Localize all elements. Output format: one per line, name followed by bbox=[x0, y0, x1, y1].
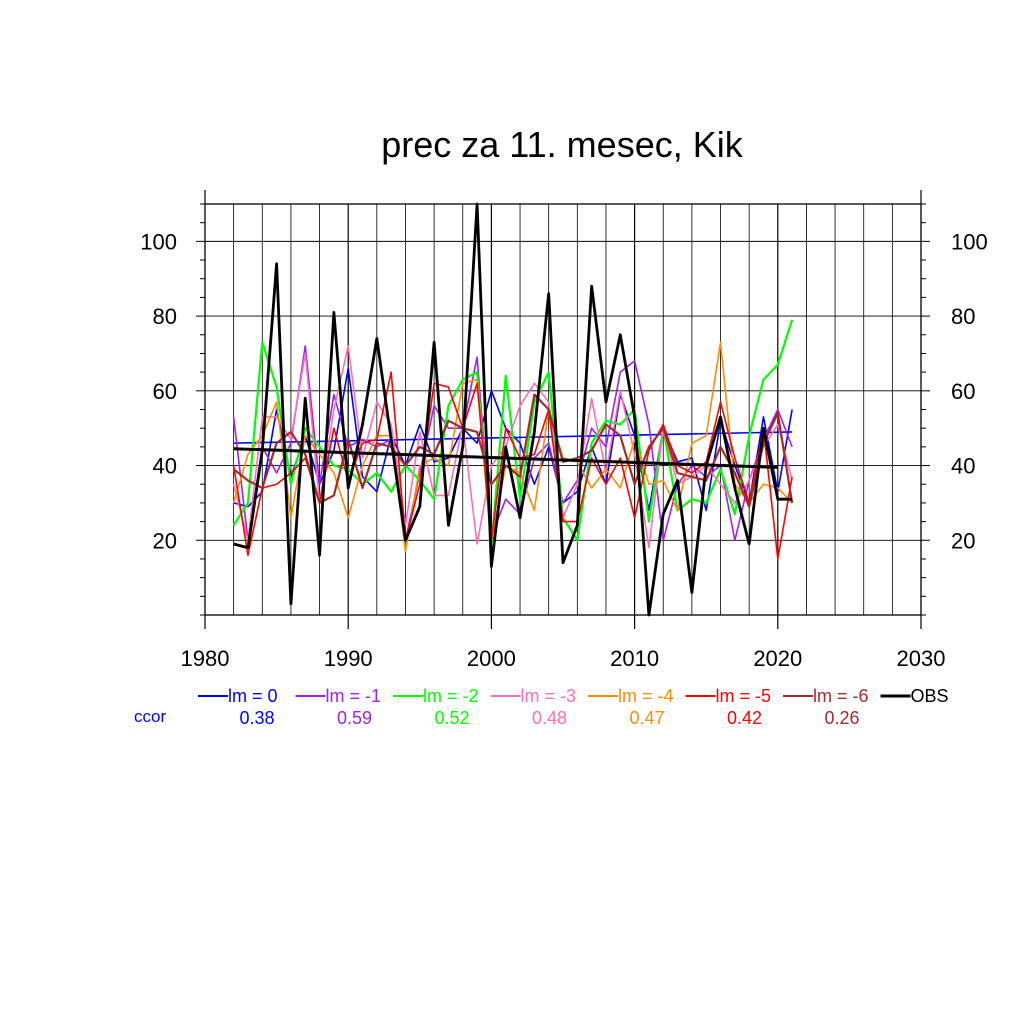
y-tick-label-right: 20 bbox=[951, 528, 975, 553]
trend-line-obs bbox=[233, 447, 778, 469]
legend-ccor-value: 0.26 bbox=[824, 708, 859, 728]
y-tick-label-right: 100 bbox=[951, 229, 988, 254]
legend-label: lm = -4 bbox=[618, 686, 674, 706]
x-tick-label: 1980 bbox=[181, 646, 230, 671]
legend-label: lm = 0 bbox=[228, 686, 278, 706]
x-tick-label: 2020 bbox=[753, 646, 802, 671]
legend-ccor-value: 0.52 bbox=[434, 708, 469, 728]
legend-label: lm = -1 bbox=[326, 686, 382, 706]
x-tick-label: 2030 bbox=[897, 646, 946, 671]
legend-ccor-value: 0.59 bbox=[337, 708, 372, 728]
legend-label: lm = -3 bbox=[521, 686, 577, 706]
y-tick-label-left: 80 bbox=[153, 304, 177, 329]
legend-ccor-value: 0.47 bbox=[629, 708, 664, 728]
legend-ccor-value: 0.38 bbox=[239, 708, 274, 728]
x-tick-label: 2000 bbox=[467, 646, 516, 671]
legend-label: lm = -5 bbox=[716, 686, 772, 706]
series-group bbox=[232, 202, 794, 617]
y-tick-label-right: 60 bbox=[951, 379, 975, 404]
x-tick-label: 1990 bbox=[324, 646, 373, 671]
legend-ccor-value: 0.42 bbox=[727, 708, 762, 728]
legend: ccor lm = 00.38 lm = -10.59 lm = -20.52 lm … bbox=[134, 686, 949, 728]
x-tick-label: 2010 bbox=[610, 646, 659, 671]
legend-label: OBS bbox=[911, 686, 949, 706]
ccor-label: ccor bbox=[134, 707, 166, 726]
legend-label: lm = -6 bbox=[813, 686, 869, 706]
y-tick-label-left: 100 bbox=[140, 229, 177, 254]
y-tick-label-left: 60 bbox=[153, 379, 177, 404]
y-tick-label-right: 40 bbox=[951, 454, 975, 479]
y-tick-label-left: 40 bbox=[153, 454, 177, 479]
series-line-lm5 bbox=[232, 371, 793, 560]
series-line-lm6 bbox=[232, 393, 794, 508]
y-tick-label-left: 20 bbox=[153, 528, 177, 553]
series-line-obs bbox=[233, 202, 793, 617]
legend-ccor-value: 0.48 bbox=[532, 708, 567, 728]
legend-label: lm = -2 bbox=[423, 686, 479, 706]
y-tick-label-right: 80 bbox=[951, 304, 975, 329]
chart-title: prec za 11. mesec, Kik bbox=[381, 124, 743, 165]
